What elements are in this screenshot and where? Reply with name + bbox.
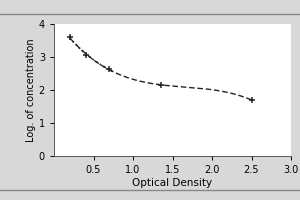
X-axis label: Optical Density: Optical Density — [132, 178, 213, 188]
Y-axis label: Log. of concentration: Log. of concentration — [26, 38, 36, 142]
